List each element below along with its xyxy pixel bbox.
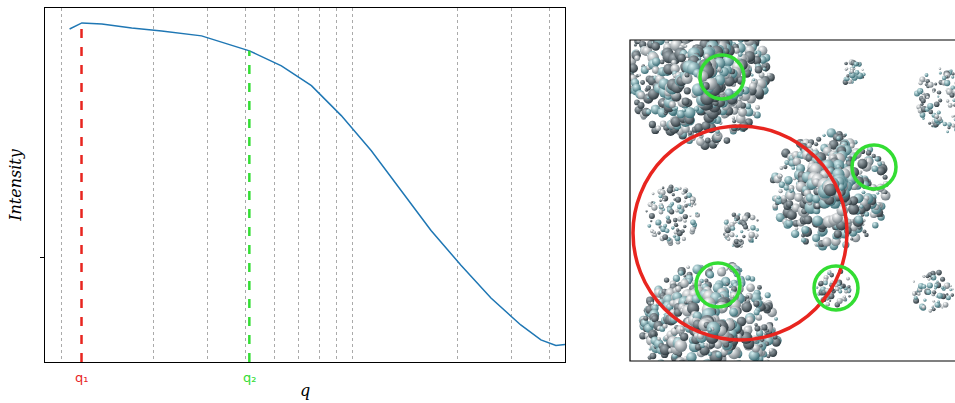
svg-text:q: q [300,381,310,400]
svg-text:q₂: q₂ [243,370,256,385]
svg-text:Intensity: Intensity [6,148,25,222]
svg-text:q₁: q₁ [75,370,88,385]
